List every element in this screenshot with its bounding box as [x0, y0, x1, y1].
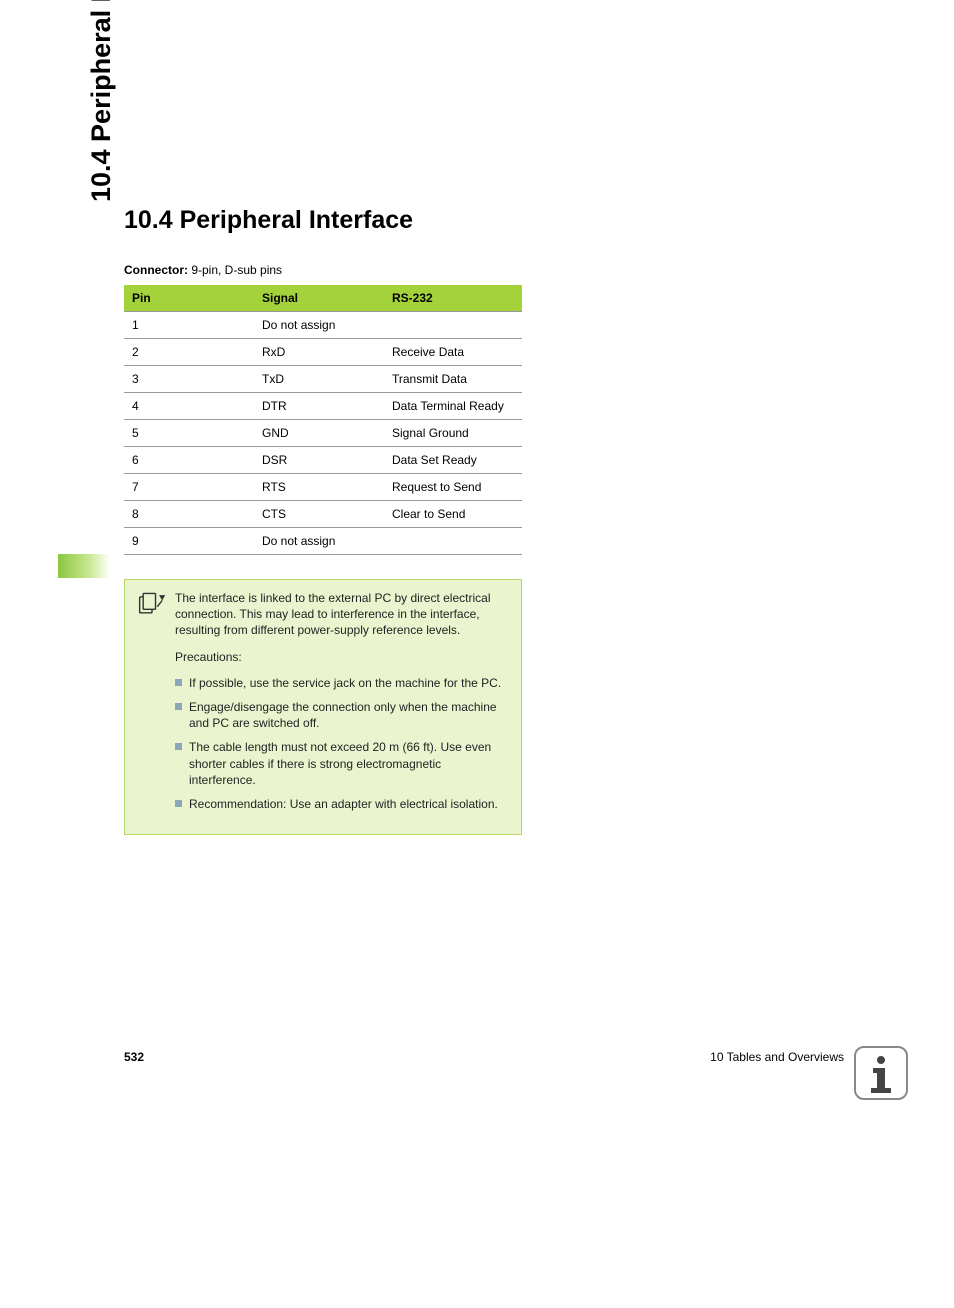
- table-row: 2RxDReceive Data: [124, 339, 522, 366]
- table-row: 7RTSRequest to Send: [124, 474, 522, 501]
- cell: Do not assign: [254, 312, 384, 339]
- table-row: 9Do not assign: [124, 528, 522, 555]
- table-row: 3TxDTransmit Data: [124, 366, 522, 393]
- cell: DTR: [254, 393, 384, 420]
- cell: RxD: [254, 339, 384, 366]
- connector-line: Connector: 9-pin, D-sub pins: [124, 263, 844, 277]
- note-body: The interface is linked to the external …: [175, 590, 509, 820]
- main-content: 10.4 Peripheral Interface Connector: 9-p…: [124, 206, 844, 835]
- connector-value: 9-pin, D-sub pins: [188, 263, 282, 277]
- cell: Request to Send: [384, 474, 522, 501]
- cell: 6: [124, 447, 254, 474]
- pin-table: Pin Signal RS-232 1Do not assign 2RxDRec…: [124, 285, 522, 555]
- table-header-row: Pin Signal RS-232: [124, 285, 522, 312]
- precautions-list: If possible, use the service jack on the…: [175, 675, 509, 812]
- section-heading: 10.4 Peripheral Interface: [124, 206, 844, 235]
- precautions-label: Precautions:: [175, 649, 509, 665]
- cell: 5: [124, 420, 254, 447]
- th-rs232: RS-232: [384, 285, 522, 312]
- cell: Receive Data: [384, 339, 522, 366]
- cell: 7: [124, 474, 254, 501]
- cell: Clear to Send: [384, 501, 522, 528]
- note-box: The interface is linked to the external …: [124, 579, 522, 835]
- footer: 532 10 Tables and Overviews: [124, 1050, 844, 1064]
- page-number: 532: [124, 1050, 144, 1064]
- cell: [384, 312, 522, 339]
- cell: Data Terminal Ready: [384, 393, 522, 420]
- chapter-label: 10 Tables and Overviews: [710, 1050, 844, 1064]
- cell: GND: [254, 420, 384, 447]
- table-row: 1Do not assign: [124, 312, 522, 339]
- list-item: The cable length must not exceed 20 m (6…: [175, 739, 509, 788]
- page: 10.4 Peripheral Interface 10.4 Periphera…: [0, 0, 954, 1308]
- info-icon: [854, 1046, 908, 1100]
- cell: Transmit Data: [384, 366, 522, 393]
- cell: [384, 528, 522, 555]
- connector-label: Connector:: [124, 263, 188, 277]
- cell: CTS: [254, 501, 384, 528]
- cell: 1: [124, 312, 254, 339]
- side-tab-title: 10.4 Peripheral Interface: [86, 0, 117, 202]
- cell: TxD: [254, 366, 384, 393]
- table-row: 8CTSClear to Send: [124, 501, 522, 528]
- table-row: 4DTRData Terminal Ready: [124, 393, 522, 420]
- cell: Signal Ground: [384, 420, 522, 447]
- note-icon: [137, 590, 175, 820]
- cell: Do not assign: [254, 528, 384, 555]
- note-intro: The interface is linked to the external …: [175, 590, 509, 639]
- cell: 4: [124, 393, 254, 420]
- cell: 2: [124, 339, 254, 366]
- cell: RTS: [254, 474, 384, 501]
- table-row: 6DSRData Set Ready: [124, 447, 522, 474]
- cell: 8: [124, 501, 254, 528]
- table-row: 5GNDSignal Ground: [124, 420, 522, 447]
- side-marker: [58, 554, 110, 578]
- list-item: Recommendation: Use an adapter with elec…: [175, 796, 509, 812]
- list-item: If possible, use the service jack on the…: [175, 675, 509, 691]
- th-pin: Pin: [124, 285, 254, 312]
- cell: 9: [124, 528, 254, 555]
- list-item: Engage/disengage the connection only whe…: [175, 699, 509, 731]
- cell: DSR: [254, 447, 384, 474]
- th-signal: Signal: [254, 285, 384, 312]
- cell: 3: [124, 366, 254, 393]
- cell: Data Set Ready: [384, 447, 522, 474]
